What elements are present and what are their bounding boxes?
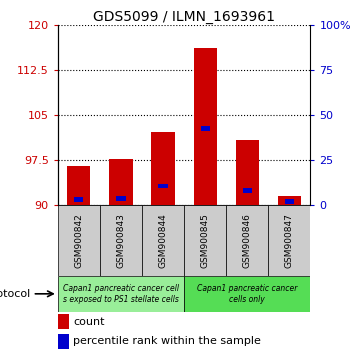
Text: GSM900842: GSM900842 (74, 213, 83, 268)
Text: GSM900843: GSM900843 (117, 213, 125, 268)
Bar (100, 205, 142, 276)
Bar (116, 196, 126, 200)
Bar (109, 159, 132, 205)
Bar (58, 205, 100, 276)
Bar (74, 197, 83, 202)
Bar (58, 334, 69, 348)
Bar (268, 205, 310, 276)
Bar (243, 188, 252, 193)
Bar (58, 314, 69, 329)
Text: Capan1 pancreatic cancer
cells only: Capan1 pancreatic cancer cells only (197, 284, 297, 303)
Bar (58, 276, 184, 312)
Text: count: count (73, 316, 104, 327)
Text: Capan1 pancreatic cancer cell
s exposed to PS1 stellate cells: Capan1 pancreatic cancer cell s exposed … (63, 284, 179, 303)
Bar (67, 166, 90, 205)
Bar (200, 126, 210, 131)
Bar (285, 199, 294, 204)
Bar (152, 132, 175, 205)
Text: percentile rank within the sample: percentile rank within the sample (73, 336, 261, 346)
Bar (142, 205, 184, 276)
Text: protocol: protocol (0, 289, 30, 299)
Title: GDS5099 / ILMN_1693961: GDS5099 / ILMN_1693961 (93, 10, 275, 24)
Bar (226, 205, 268, 276)
Bar (236, 140, 259, 205)
Bar (184, 276, 310, 312)
Bar (278, 196, 301, 205)
Bar (158, 184, 168, 188)
Text: GSM900845: GSM900845 (201, 213, 210, 268)
Text: GSM900847: GSM900847 (285, 213, 294, 268)
Text: GSM900844: GSM900844 (158, 213, 168, 268)
Text: GSM900846: GSM900846 (243, 213, 252, 268)
Bar (193, 48, 217, 205)
Bar (184, 205, 226, 276)
